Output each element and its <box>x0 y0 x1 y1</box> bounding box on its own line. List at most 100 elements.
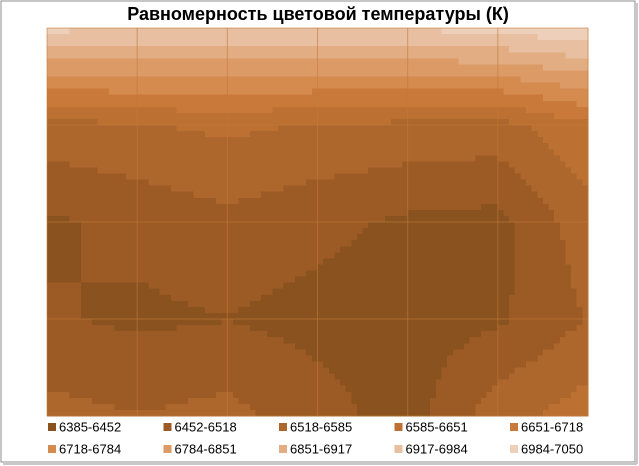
contour-cell <box>75 167 82 175</box>
contour-cell <box>486 306 493 314</box>
contour-cell <box>402 197 409 205</box>
contour-cell <box>356 294 364 302</box>
contour-cell <box>306 118 313 126</box>
contour-cell <box>142 288 150 296</box>
contour-cell <box>52 331 59 338</box>
contour-cell <box>120 276 127 284</box>
contour-cell <box>154 331 161 338</box>
contour-cell <box>537 143 544 150</box>
contour-cell <box>492 149 499 156</box>
contour-cell <box>334 52 341 59</box>
contour-cell <box>435 76 443 84</box>
contour-cell <box>159 258 166 266</box>
contour-cell <box>356 112 364 120</box>
contour-cell <box>238 173 245 181</box>
contour-cell <box>362 294 369 302</box>
contour-cell <box>272 209 279 217</box>
contour-cell <box>289 203 296 211</box>
contour-cell <box>311 94 319 102</box>
contour-cell <box>289 222 296 229</box>
contour-cell <box>255 203 262 211</box>
contour-cell <box>63 28 71 35</box>
contour-cell <box>514 100 521 108</box>
contour-cell <box>193 94 200 102</box>
contour-cell <box>452 222 459 229</box>
contour-cell <box>396 155 403 162</box>
contour-cell <box>108 361 116 369</box>
contour-cell <box>407 215 414 223</box>
contour-cell <box>52 391 59 399</box>
contour-cell <box>159 64 166 72</box>
contour-cell <box>249 294 257 302</box>
contour-cell <box>435 125 443 132</box>
contour-cell <box>542 82 550 90</box>
contour-cell <box>435 82 443 90</box>
contour-cell <box>154 282 161 290</box>
contour-cell <box>464 306 471 314</box>
contour-cell <box>435 185 443 193</box>
contour-cell <box>514 149 521 156</box>
contour-cell <box>379 209 386 217</box>
contour-cell <box>582 258 589 266</box>
contour-cell <box>475 294 482 302</box>
contour-cell <box>125 367 133 375</box>
contour-cell <box>373 76 381 84</box>
contour-cell <box>148 143 155 150</box>
contour-cell <box>447 88 454 96</box>
contour-cell <box>509 240 516 247</box>
contour-cell <box>503 137 510 144</box>
contour-cell <box>390 173 397 181</box>
contour-cell <box>435 294 443 302</box>
contour-cell <box>210 252 217 259</box>
contour-cell <box>249 52 257 59</box>
contour-cell <box>283 246 290 253</box>
contour-cell <box>216 355 223 363</box>
contour-cell <box>486 70 493 78</box>
contour-cell <box>537 70 544 78</box>
contour-cell <box>413 234 420 241</box>
contour-cell <box>97 312 104 320</box>
contour-cell <box>345 40 352 47</box>
contour-cell <box>131 337 138 344</box>
contour-cell <box>103 264 110 272</box>
contour-cell <box>559 76 567 84</box>
contour-cell <box>92 246 99 253</box>
contour-cell <box>424 264 431 272</box>
contour-cell <box>148 355 155 363</box>
contour-cell <box>328 46 336 53</box>
contour-cell <box>227 40 234 47</box>
contour-cell <box>238 143 245 150</box>
contour-cell <box>165 209 172 217</box>
contour-cell <box>368 185 375 193</box>
contour-cell <box>232 70 240 78</box>
contour-cell <box>328 76 336 84</box>
contour-cell <box>576 64 583 72</box>
contour-cell <box>503 88 510 96</box>
contour-cell <box>492 306 499 314</box>
contour-cell <box>407 197 414 205</box>
contour-cell <box>323 294 330 302</box>
contour-cell <box>430 276 437 284</box>
contour-cell <box>47 76 54 84</box>
contour-cell <box>452 240 459 247</box>
contour-cell <box>137 282 144 290</box>
contour-cell <box>159 106 166 114</box>
contour-cell <box>170 167 178 175</box>
contour-cell <box>531 28 538 35</box>
contour-cell <box>97 391 104 399</box>
contour-cell <box>323 70 330 78</box>
contour-cell <box>249 191 257 199</box>
contour-cell <box>216 282 223 290</box>
contour-cell <box>97 306 104 314</box>
contour-cell <box>447 58 454 65</box>
contour-cell <box>294 94 302 102</box>
contour-cell <box>424 312 431 320</box>
contour-cell <box>509 228 516 235</box>
contour-cell <box>323 46 330 53</box>
contour-cell <box>249 264 257 272</box>
contour-cell <box>154 215 161 223</box>
contour-cell <box>475 28 482 35</box>
contour-cell <box>492 52 499 59</box>
contour-cell <box>137 52 144 59</box>
contour-cell <box>413 28 420 35</box>
